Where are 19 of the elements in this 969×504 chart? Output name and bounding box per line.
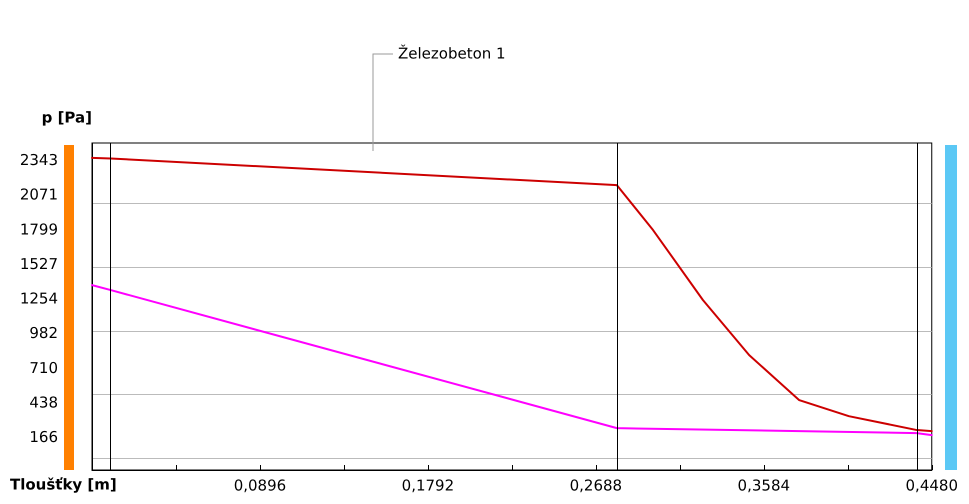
y-tick-label: 982 (29, 324, 58, 342)
x-tick-label: 0,2688 (570, 476, 622, 494)
x-tick-label: 0,0896 (234, 476, 286, 494)
y-axis-title: p [Pa] (42, 108, 92, 126)
y-tick-label: 1254 (20, 290, 58, 308)
y-tick-label: 2343 (20, 151, 58, 170)
y-tick-label: 166 (29, 428, 58, 446)
x-tick-label: 0,4480 (906, 476, 958, 494)
y-tick-label: 710 (29, 358, 58, 377)
y-tick-label: 2071 (20, 186, 58, 204)
text: Železobeton 1 (398, 44, 506, 62)
y-tick-label: 1527 (20, 254, 58, 273)
y-tick-label: 438 (29, 393, 58, 412)
line-series (91, 156, 933, 432)
y-tick-label: 1799 (20, 220, 58, 238)
x-tick-label: 0,1792 (402, 476, 454, 494)
x-tick-label: 0,3584 (738, 476, 790, 494)
line-series (91, 284, 933, 436)
x-axis-title: Tloušťky [m] (10, 476, 117, 494)
